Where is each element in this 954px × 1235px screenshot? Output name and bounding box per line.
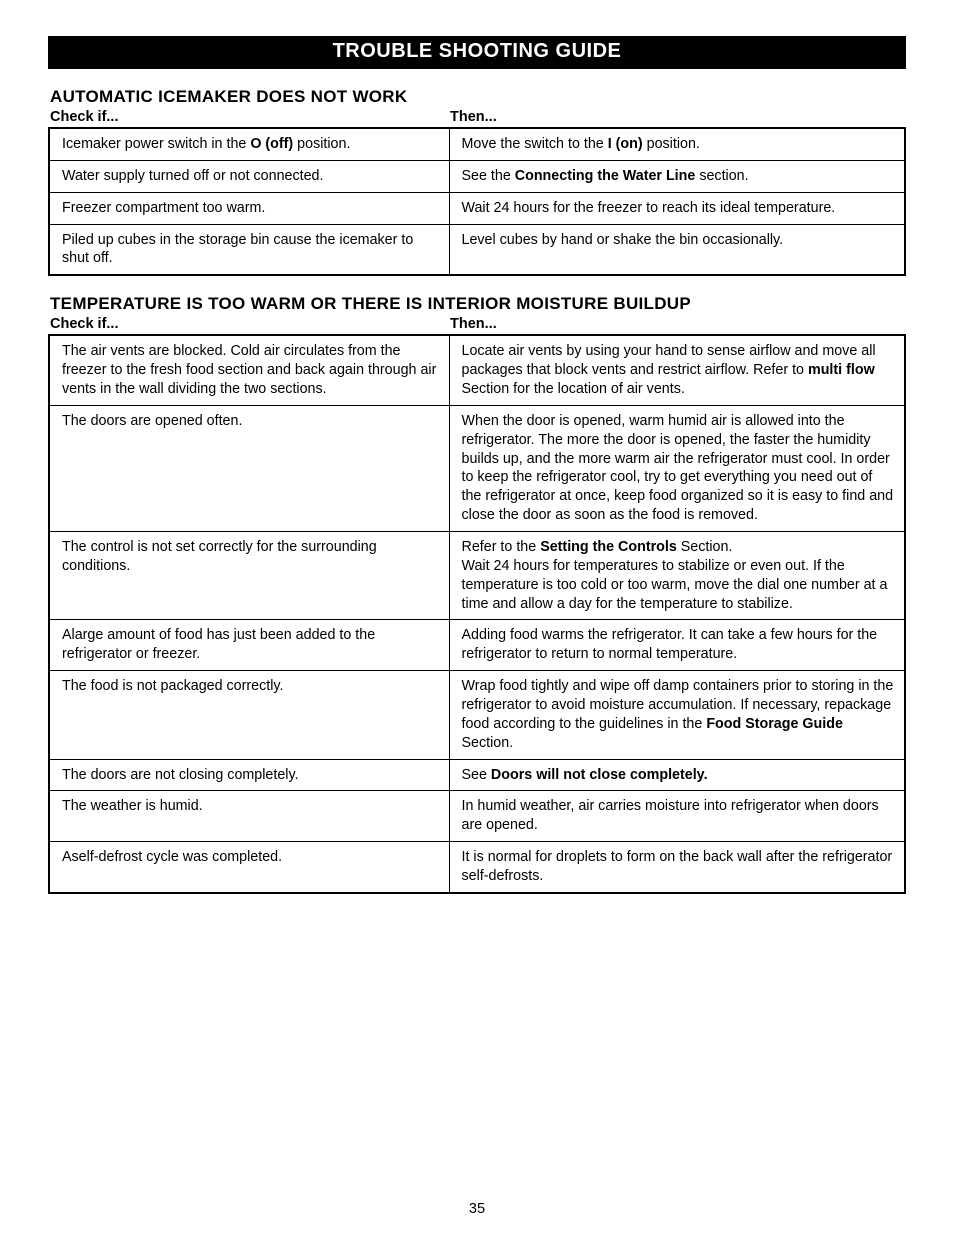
text-run: The food is not packaged correctly. (62, 678, 283, 694)
then-cell: Move the switch to the I (on) position. (449, 128, 905, 160)
text-run: Alarge amount of food has just been adde… (62, 627, 375, 662)
table-row: The doors are not closing completely. See… (49, 759, 905, 791)
table-row: Aself-defrost cycle was completed. It is … (49, 842, 905, 893)
column-header-check: Check if... (50, 316, 450, 332)
section-heading: AUTOMATIC ICEMAKER DOES NOT WORK (50, 87, 906, 107)
then-cell: See Doors will not close completely. (449, 759, 905, 791)
check-cell: The weather is humid. (49, 791, 449, 842)
then-cell: Wait 24 hours for the freezer to reach i… (449, 192, 905, 224)
table-row: Alarge amount of food has just been adde… (49, 620, 905, 671)
check-cell: Water supply turned off or not connected… (49, 160, 449, 192)
then-cell: Wrap food tightly and wipe off damp cont… (449, 671, 905, 759)
then-cell: Adding food warms the refrigerator. It c… (449, 620, 905, 671)
page-number: 35 (0, 1201, 954, 1217)
text-run: In humid weather, air carries moisture i… (462, 798, 879, 833)
then-cell: When the door is opened, warm humid air … (449, 405, 905, 531)
column-headers: Check if...Then... (50, 316, 906, 332)
text-run: Move the switch to the (462, 136, 608, 152)
troubleshoot-section: TEMPERATURE IS TOO WARM OR THERE IS INTE… (48, 294, 906, 894)
then-cell: In humid weather, air carries moisture i… (449, 791, 905, 842)
text-run: multi flow (808, 362, 875, 378)
then-cell: See the Connecting the Water Line sectio… (449, 160, 905, 192)
text-run: See (462, 767, 491, 783)
check-cell: The doors are not closing completely. (49, 759, 449, 791)
column-header-then: Then... (450, 316, 906, 332)
troubleshoot-section: AUTOMATIC ICEMAKER DOES NOT WORK Check if… (48, 87, 906, 276)
column-headers: Check if...Then... (50, 109, 906, 125)
text-run: Section. (677, 539, 733, 555)
text-run: Section for the location of air vents. (462, 381, 685, 397)
text-run: Freezer compartment too warm. (62, 200, 265, 216)
then-cell: It is normal for droplets to form on the… (449, 842, 905, 893)
check-cell: Aself-defrost cycle was completed. (49, 842, 449, 893)
text-run: Aself-defrost cycle was completed. (62, 849, 282, 865)
page-title: TROUBLE SHOOTING GUIDE (333, 40, 622, 62)
text-run: Water supply turned off or not connected… (62, 168, 323, 184)
then-cell: Refer to the Setting the Controls Sectio… (449, 532, 905, 620)
column-header-then: Then... (450, 109, 906, 125)
text-run: O (off) (250, 136, 293, 152)
text-run: It is normal for droplets to form on the… (462, 849, 893, 884)
text-run: position. (293, 136, 350, 152)
check-cell: Icemaker power switch in the O (off) pos… (49, 128, 449, 160)
page-title-bar: TROUBLE SHOOTING GUIDE (48, 36, 906, 69)
table-row: The control is not set correctly for the… (49, 532, 905, 620)
table-row: Freezer compartment too warm. Wait 24 hou… (49, 192, 905, 224)
text-run: Level cubes by hand or shake the bin occ… (462, 232, 784, 248)
table-row: The doors are opened often. When the door… (49, 405, 905, 531)
text-run: Refer to the (462, 539, 541, 555)
text-run: Icemaker power switch in the (62, 136, 250, 152)
table-row: Piled up cubes in the storage bin cause … (49, 224, 905, 275)
text-run: Adding food warms the refrigerator. It c… (462, 627, 878, 662)
text-run: Wait 24 hours for the freezer to reach i… (462, 200, 836, 216)
text-run: The doors are not closing completely. (62, 767, 299, 783)
check-cell: The control is not set correctly for the… (49, 532, 449, 620)
then-cell: Level cubes by hand or shake the bin occ… (449, 224, 905, 275)
table-row: The weather is humid. In humid weather, a… (49, 791, 905, 842)
text-run: Piled up cubes in the storage bin cause … (62, 232, 413, 267)
table-row: Water supply turned off or not connected… (49, 160, 905, 192)
text-run: I (on) (608, 136, 643, 152)
table-row: The air vents are blocked. Cold air circ… (49, 335, 905, 405)
check-cell: The doors are opened often. (49, 405, 449, 531)
section-heading: TEMPERATURE IS TOO WARM OR THERE IS INTE… (50, 294, 906, 314)
then-cell: Locate air vents by using your hand to s… (449, 335, 905, 405)
table-row: The food is not packaged correctly. Wrap … (49, 671, 905, 759)
text-run: When the door is opened, warm humid air … (462, 413, 894, 523)
check-cell: Piled up cubes in the storage bin cause … (49, 224, 449, 275)
text-run: The doors are opened often. (62, 413, 242, 429)
text-run: Doors will not close completely. (491, 767, 708, 783)
check-cell: Alarge amount of food has just been adde… (49, 620, 449, 671)
check-cell: The air vents are blocked. Cold air circ… (49, 335, 449, 405)
text-run: See the (462, 168, 515, 184)
text-run: Connecting the Water Line (515, 168, 696, 184)
troubleshoot-table: Icemaker power switch in the O (off) pos… (48, 127, 906, 276)
text-run: position. (643, 136, 700, 152)
text-run: The control is not set correctly for the… (62, 539, 377, 574)
check-cell: Freezer compartment too warm. (49, 192, 449, 224)
text-run: The weather is humid. (62, 798, 203, 814)
text-run: Setting the Controls (540, 539, 677, 555)
text-run: Wait 24 hours for temperatures to stabil… (462, 558, 888, 612)
text-run: Food Storage Guide (706, 716, 843, 732)
text-run: Section. (462, 735, 514, 751)
text-run: section. (695, 168, 748, 184)
troubleshoot-table: The air vents are blocked. Cold air circ… (48, 334, 906, 894)
check-cell: The food is not packaged correctly. (49, 671, 449, 759)
table-row: Icemaker power switch in the O (off) pos… (49, 128, 905, 160)
document-page: TROUBLE SHOOTING GUIDE AUTOMATIC ICEMAKE… (0, 0, 954, 1235)
column-header-check: Check if... (50, 109, 450, 125)
sections-container: AUTOMATIC ICEMAKER DOES NOT WORK Check if… (48, 87, 906, 894)
text-run: The air vents are blocked. Cold air circ… (62, 343, 436, 397)
